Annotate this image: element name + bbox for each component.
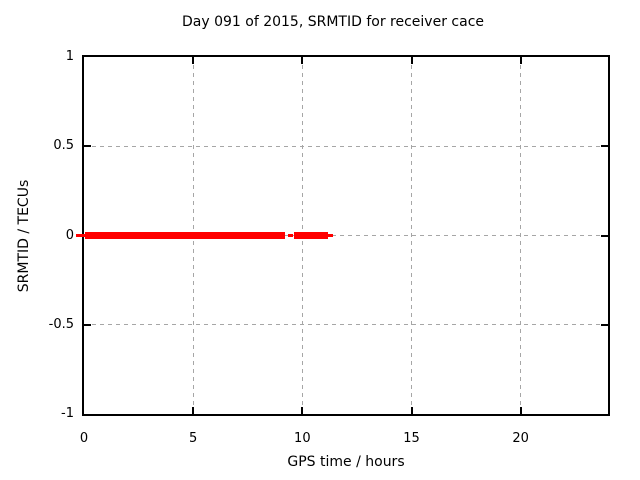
data-segment	[328, 234, 334, 237]
data-segment	[85, 232, 285, 239]
x-tick-label: 10	[294, 431, 311, 446]
x-tick-label: 5	[189, 431, 198, 446]
x-tick-top	[519, 57, 522, 64]
x-axis-label: GPS time / hours	[287, 454, 405, 470]
y-gridline	[84, 145, 608, 147]
y-tick-left	[84, 323, 91, 326]
y-tick-label: 1	[65, 49, 74, 64]
data-segment	[294, 232, 329, 239]
data-segment	[288, 234, 293, 237]
x-tick-top	[301, 57, 304, 64]
y-gridline	[84, 235, 608, 236]
y-tick-label: -1	[61, 406, 74, 421]
x-tick-bottom	[301, 407, 304, 414]
x-tick-top	[410, 57, 413, 64]
y-gridline	[84, 324, 608, 326]
x-tick-label: 0	[79, 431, 89, 446]
data-segment	[76, 234, 86, 237]
y-tick-left	[84, 145, 91, 148]
y-tick-right	[601, 323, 608, 326]
y-tick-right	[601, 234, 608, 237]
x-tick-bottom	[519, 407, 522, 414]
x-tick-label: 15	[403, 431, 420, 446]
y-tick-label: -0.5	[48, 316, 74, 332]
y-tick-label: 0.5	[53, 138, 74, 154]
chart-title: Day 091 of 2015, SRMTID for receiver cac…	[182, 14, 484, 30]
y-tick-label: 0	[65, 227, 74, 243]
plot-area: 0 5 10 15 20 -1 -0.5 0 0.5 1	[49, 49, 610, 446]
x-tick-bottom	[410, 407, 413, 414]
y-tick-right	[601, 145, 608, 148]
x-tick-label: 20	[512, 431, 529, 446]
x-tick-bottom	[192, 407, 195, 414]
x-tick-top	[192, 57, 195, 64]
